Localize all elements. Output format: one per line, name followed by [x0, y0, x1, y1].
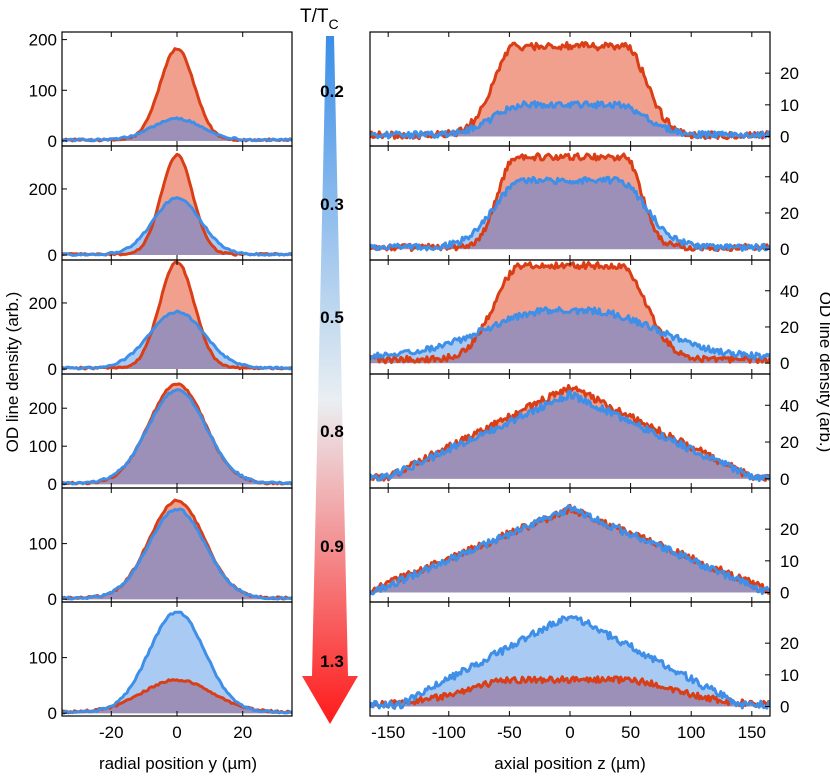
- x-tick-label: 50: [621, 723, 640, 742]
- y-tick-label: 10: [780, 666, 799, 685]
- overlap-fill-area: [370, 391, 770, 481]
- red-series-line: [370, 261, 770, 365]
- y-tick-label: 0: [48, 132, 57, 151]
- arrow-title: T/TC: [300, 6, 339, 32]
- y-tick-label: 0: [780, 470, 789, 489]
- y-tick-label: 10: [780, 552, 799, 571]
- blue-fill-area: [62, 612, 292, 714]
- overlap-fill-area: [370, 676, 770, 709]
- temperature-label: 1.3: [320, 652, 344, 671]
- y-tick-label: 20: [780, 520, 799, 539]
- blue-series-line: [370, 504, 770, 596]
- y-tick-label: 0: [48, 475, 57, 494]
- x-tick-label: 100: [677, 723, 705, 742]
- blue-series-line: [62, 507, 292, 601]
- y-tick-label: 20: [780, 64, 799, 83]
- radial-profile-panels: 0 100 200 0 200 0 200 0 100 200 0 100 0 100 -20 0 20: [29, 31, 293, 742]
- x-tick-label: -50: [497, 723, 522, 742]
- overlap-fill-area: [62, 311, 292, 369]
- panel-radial-0.3: 0 200: [29, 145, 293, 265]
- blue-series-line: [370, 615, 770, 710]
- overlap-fill-area: [62, 389, 292, 485]
- temperature-label: 0.8: [320, 422, 344, 441]
- overlap-fill-area: [62, 509, 292, 600]
- blue-series-line: [62, 116, 292, 143]
- blue-series-line: [370, 175, 770, 252]
- y-tick-label: 0: [780, 584, 789, 603]
- y-tick-label: 0: [48, 704, 57, 723]
- blue-series-line: [62, 388, 292, 486]
- panel-axial-0.5: 0 20 40: [369, 259, 799, 375]
- temperature-gradient-arrow: [302, 36, 358, 724]
- x-tick-label: 0: [172, 723, 181, 742]
- right-x-axis-label: axial position z (µm): [494, 754, 646, 773]
- y-tick-label: 0: [780, 128, 789, 147]
- panel-radial-1.3: 0 100 -20 0 20: [29, 601, 293, 742]
- y-tick-label: 0: [780, 240, 789, 259]
- red-series-line: [370, 675, 770, 709]
- y-tick-label: 20: [780, 433, 799, 452]
- y-tick-label: 20: [780, 318, 799, 337]
- x-tick-label: -20: [99, 723, 124, 742]
- y-tick-label: 10: [780, 96, 799, 115]
- blue-series-line: [62, 196, 292, 257]
- temperature-label: 0.5: [320, 308, 344, 327]
- overlap-fill-area: [62, 117, 292, 141]
- panel-axial-1.3: 0 10 20 -150 -100 -50 0 50 100 150: [369, 601, 799, 742]
- x-tick-label: 20: [233, 723, 252, 742]
- left-x-axis-label: radial position y (µm): [99, 754, 257, 773]
- y-tick-label: 100: [29, 535, 57, 554]
- y-tick-label: 20: [780, 204, 799, 223]
- overlap-fill-area: [370, 177, 770, 251]
- y-tick-label: 200: [29, 294, 57, 313]
- temperature-label: 0.9: [320, 537, 344, 556]
- x-tick-label: -100: [432, 723, 466, 742]
- y-tick-label: 100: [29, 649, 57, 668]
- y-tick-label: 0: [48, 590, 57, 609]
- y-tick-label: 40: [780, 282, 799, 301]
- blue-series-line: [370, 306, 770, 361]
- blue-series-line: [370, 100, 770, 140]
- right-y-axis-label: OD line density (arb.): [816, 292, 830, 453]
- blue-fill-area: [370, 616, 770, 709]
- blue-series-line: [62, 610, 292, 715]
- overlap-fill-area: [62, 197, 292, 256]
- x-tick-label: 0: [565, 723, 574, 742]
- panel-radial-0.5: 0 200: [29, 259, 293, 379]
- overlap-fill-area: [370, 506, 770, 594]
- y-tick-label: 0: [780, 354, 789, 373]
- temperature-arrow: T/TC 0.2 0.3 0.5 0.8 0.9 1.3: [300, 6, 358, 724]
- blue-series-line: [370, 389, 770, 483]
- y-tick-label: 0: [48, 360, 57, 379]
- panel-radial-0.9: 0 100: [29, 487, 293, 609]
- panel-radial-0.8: 0 100 200: [29, 373, 293, 494]
- left-y-axis-label: OD line density (arb.): [3, 292, 22, 453]
- red-fill-area: [370, 42, 770, 139]
- y-tick-label: 0: [780, 698, 789, 717]
- x-tick-label: -150: [371, 723, 405, 742]
- panel-axial-0.8: 0 20 40: [369, 373, 799, 489]
- panel-axial-0.2: 0 10 20: [369, 31, 799, 147]
- panel-axial-0.9: 0 10 20: [369, 487, 799, 603]
- blue-series-line: [62, 309, 292, 371]
- y-tick-label: 200: [29, 399, 57, 418]
- y-tick-label: 40: [780, 396, 799, 415]
- x-tick-label: 150: [738, 723, 766, 742]
- y-tick-label: 100: [29, 81, 57, 100]
- panel-radial-0.2: 0 100 200: [29, 31, 293, 151]
- y-tick-label: 0: [48, 246, 57, 265]
- y-tick-label: 40: [780, 168, 799, 187]
- red-fill-area: [62, 48, 292, 141]
- y-tick-label: 20: [780, 634, 799, 653]
- y-tick-label: 100: [29, 437, 57, 456]
- y-tick-label: 200: [29, 180, 57, 199]
- temperature-label: 0.2: [320, 82, 344, 101]
- axial-profile-panels: 0 10 20 0 20 40 0 20 40 0 20 40 0 10 20 0 10 20 -150 -100 -5…: [369, 31, 799, 742]
- y-tick-label: 200: [29, 31, 57, 50]
- temperature-label: 0.3: [320, 195, 344, 214]
- panel-axial-0.3: 0 20 40: [369, 145, 799, 261]
